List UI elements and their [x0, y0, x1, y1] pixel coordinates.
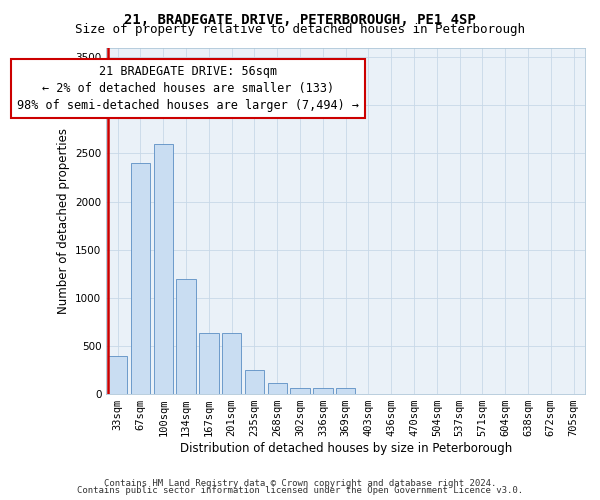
Text: 21, BRADEGATE DRIVE, PETERBOROUGH, PE1 4SP: 21, BRADEGATE DRIVE, PETERBOROUGH, PE1 4…: [124, 12, 476, 26]
Bar: [176, 278, 196, 394]
Y-axis label: Number of detached properties: Number of detached properties: [56, 128, 70, 314]
Bar: [313, 388, 332, 394]
Bar: [108, 356, 127, 394]
Bar: [290, 388, 310, 394]
Text: 21 BRADEGATE DRIVE: 56sqm
← 2% of detached houses are smaller (133)
98% of semi-: 21 BRADEGATE DRIVE: 56sqm ← 2% of detach…: [17, 65, 359, 112]
Text: Size of property relative to detached houses in Peterborough: Size of property relative to detached ho…: [75, 22, 525, 36]
Bar: [131, 163, 150, 394]
Bar: [245, 370, 264, 394]
Bar: [222, 334, 241, 394]
X-axis label: Distribution of detached houses by size in Peterborough: Distribution of detached houses by size …: [179, 442, 512, 455]
Bar: [268, 384, 287, 394]
Text: Contains HM Land Registry data © Crown copyright and database right 2024.: Contains HM Land Registry data © Crown c…: [104, 478, 496, 488]
Bar: [336, 388, 355, 394]
Bar: [154, 144, 173, 394]
Bar: [199, 334, 218, 394]
Text: Contains public sector information licensed under the Open Government Licence v3: Contains public sector information licen…: [77, 486, 523, 495]
